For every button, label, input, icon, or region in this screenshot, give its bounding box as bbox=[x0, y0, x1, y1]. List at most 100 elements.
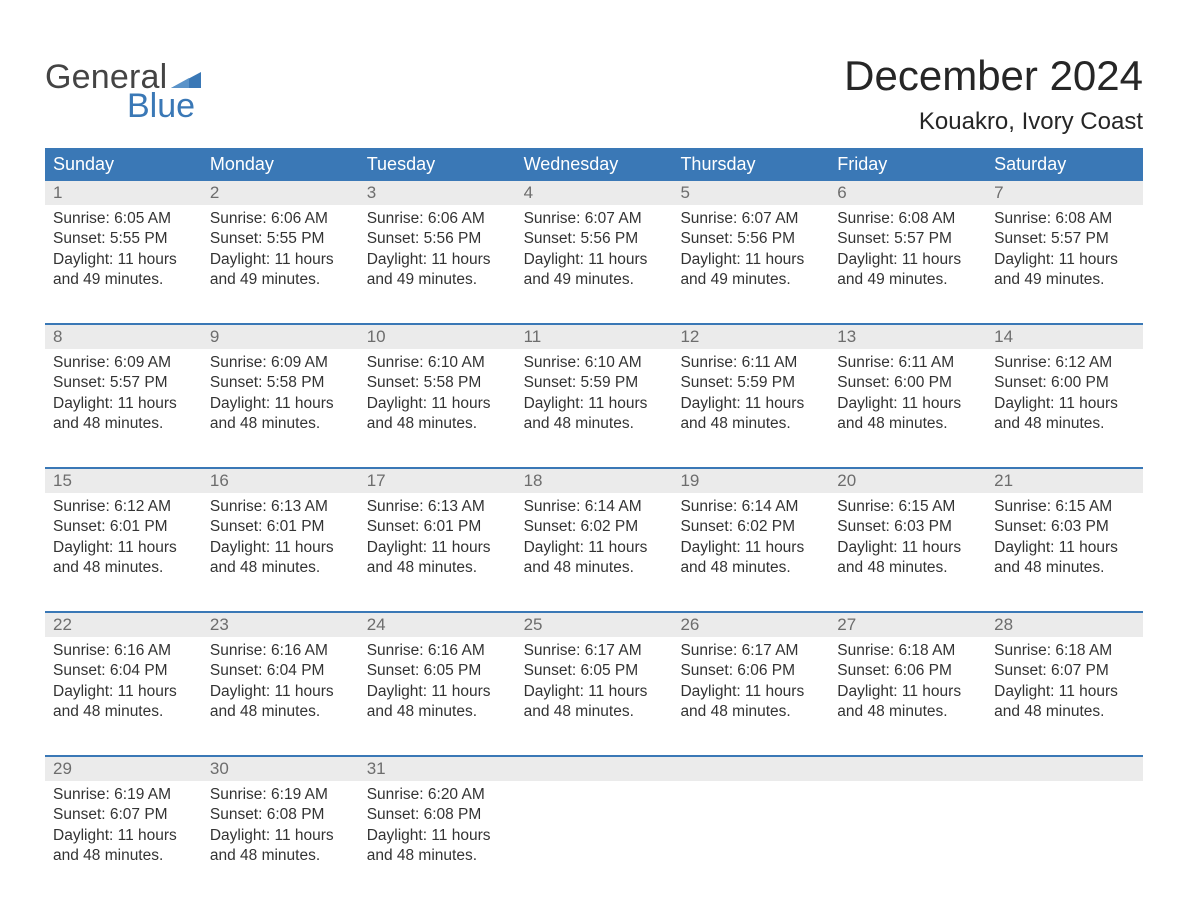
cell-body: Sunrise: 6:13 AMSunset: 6:01 PMDaylight:… bbox=[359, 493, 516, 579]
daylight-line: Daylight: 11 hours and 49 minutes. bbox=[994, 250, 1135, 291]
day-number: 22 bbox=[53, 615, 72, 634]
day-number-row: 22 bbox=[45, 613, 202, 637]
sunrise-line: Sunrise: 6:05 AM bbox=[53, 209, 194, 229]
sunrise-line: Sunrise: 6:11 AM bbox=[680, 353, 821, 373]
cell-body: Sunrise: 6:08 AMSunset: 5:57 PMDaylight:… bbox=[986, 205, 1143, 291]
sunset-line: Sunset: 5:58 PM bbox=[367, 373, 508, 393]
calendar: SundayMondayTuesdayWednesdayThursdayFrid… bbox=[45, 148, 1143, 883]
sunset-line: Sunset: 6:01 PM bbox=[367, 517, 508, 537]
cell-body: Sunrise: 6:10 AMSunset: 5:59 PMDaylight:… bbox=[516, 349, 673, 435]
daylight-line: Daylight: 11 hours and 48 minutes. bbox=[680, 682, 821, 723]
week-spacer bbox=[45, 451, 1143, 467]
logo-flag-icon bbox=[171, 66, 201, 88]
week-spacer bbox=[45, 595, 1143, 611]
sunrise-line: Sunrise: 6:09 AM bbox=[53, 353, 194, 373]
day-number-row: 1 bbox=[45, 181, 202, 205]
calendar-cell: 31Sunrise: 6:20 AMSunset: 6:08 PMDayligh… bbox=[359, 757, 516, 883]
daylight-line: Daylight: 11 hours and 48 minutes. bbox=[524, 394, 665, 435]
sunrise-line: Sunrise: 6:17 AM bbox=[524, 641, 665, 661]
day-number: 8 bbox=[53, 327, 62, 346]
day-number-row: 20 bbox=[829, 469, 986, 493]
sunset-line: Sunset: 5:56 PM bbox=[367, 229, 508, 249]
day-number-row: 29 bbox=[45, 757, 202, 781]
calendar-cell: 2Sunrise: 6:06 AMSunset: 5:55 PMDaylight… bbox=[202, 181, 359, 307]
day-number-row: 26 bbox=[672, 613, 829, 637]
sunrise-line: Sunrise: 6:20 AM bbox=[367, 785, 508, 805]
daylight-line: Daylight: 11 hours and 48 minutes. bbox=[524, 538, 665, 579]
day-number-row: . bbox=[516, 757, 673, 781]
cell-body: Sunrise: 6:08 AMSunset: 5:57 PMDaylight:… bbox=[829, 205, 986, 291]
sunrise-line: Sunrise: 6:15 AM bbox=[837, 497, 978, 517]
sunset-line: Sunset: 6:08 PM bbox=[367, 805, 508, 825]
day-number: 6 bbox=[837, 183, 846, 202]
weekday-header-cell: Monday bbox=[202, 148, 359, 181]
calendar-cell: 8 Sunrise: 6:09 AMSunset: 5:57 PMDaylight… bbox=[45, 325, 202, 451]
day-number: 27 bbox=[837, 615, 856, 634]
day-number-row: 6 bbox=[829, 181, 986, 205]
sunset-line: Sunset: 5:57 PM bbox=[994, 229, 1135, 249]
day-number-row: 10 bbox=[359, 325, 516, 349]
daylight-line: Daylight: 11 hours and 48 minutes. bbox=[680, 394, 821, 435]
day-number: 16 bbox=[210, 471, 229, 490]
day-number: 11 bbox=[524, 327, 542, 346]
day-number: 4 bbox=[524, 183, 533, 202]
sunrise-line: Sunrise: 6:10 AM bbox=[367, 353, 508, 373]
day-number-row: 30 bbox=[202, 757, 359, 781]
sunrise-line: Sunrise: 6:13 AM bbox=[210, 497, 351, 517]
sunset-line: Sunset: 6:03 PM bbox=[837, 517, 978, 537]
daylight-line: Daylight: 11 hours and 48 minutes. bbox=[210, 682, 351, 723]
cell-body: Sunrise: 6:05 AMSunset: 5:55 PMDaylight:… bbox=[45, 205, 202, 291]
day-number-row: 4 bbox=[516, 181, 673, 205]
sunrise-line: Sunrise: 6:14 AM bbox=[524, 497, 665, 517]
sunrise-line: Sunrise: 6:13 AM bbox=[367, 497, 508, 517]
day-number-row: 5 bbox=[672, 181, 829, 205]
calendar-cell: 24Sunrise: 6:16 AMSunset: 6:05 PMDayligh… bbox=[359, 613, 516, 739]
sunrise-line: Sunrise: 6:15 AM bbox=[994, 497, 1135, 517]
sunset-line: Sunset: 6:07 PM bbox=[994, 661, 1135, 681]
day-number-row: . bbox=[829, 757, 986, 781]
day-number-row: 9 bbox=[202, 325, 359, 349]
day-number: 30 bbox=[210, 759, 229, 778]
weekday-header-cell: Sunday bbox=[45, 148, 202, 181]
cell-body: Sunrise: 6:07 AMSunset: 5:56 PMDaylight:… bbox=[516, 205, 673, 291]
cell-body: Sunrise: 6:07 AMSunset: 5:56 PMDaylight:… bbox=[672, 205, 829, 291]
sunset-line: Sunset: 6:00 PM bbox=[837, 373, 978, 393]
day-number-row: 3 bbox=[359, 181, 516, 205]
calendar-cell: 23Sunrise: 6:16 AMSunset: 6:04 PMDayligh… bbox=[202, 613, 359, 739]
daylight-line: Daylight: 11 hours and 48 minutes. bbox=[837, 394, 978, 435]
cell-body: Sunrise: 6:09 AMSunset: 5:57 PMDaylight:… bbox=[45, 349, 202, 435]
cell-body: Sunrise: 6:20 AMSunset: 6:08 PMDaylight:… bbox=[359, 781, 516, 867]
calendar-cell: 19Sunrise: 6:14 AMSunset: 6:02 PMDayligh… bbox=[672, 469, 829, 595]
cell-body: Sunrise: 6:13 AMSunset: 6:01 PMDaylight:… bbox=[202, 493, 359, 579]
cell-body: Sunrise: 6:12 AMSunset: 6:00 PMDaylight:… bbox=[986, 349, 1143, 435]
day-number-row: 24 bbox=[359, 613, 516, 637]
day-number-row: 21 bbox=[986, 469, 1143, 493]
calendar-cell: 4 Sunrise: 6:07 AMSunset: 5:56 PMDaylight… bbox=[516, 181, 673, 307]
weekday-header-cell: Tuesday bbox=[359, 148, 516, 181]
daylight-line: Daylight: 11 hours and 48 minutes. bbox=[994, 682, 1135, 723]
daylight-line: Daylight: 11 hours and 48 minutes. bbox=[524, 682, 665, 723]
day-number: 3 bbox=[367, 183, 376, 202]
day-number: 12 bbox=[680, 327, 699, 346]
daylight-line: Daylight: 11 hours and 48 minutes. bbox=[837, 538, 978, 579]
sunset-line: Sunset: 6:02 PM bbox=[524, 517, 665, 537]
day-number-row: 19 bbox=[672, 469, 829, 493]
title-block: December 2024 Kouakro, Ivory Coast bbox=[844, 30, 1143, 136]
daylight-line: Daylight: 11 hours and 48 minutes. bbox=[680, 538, 821, 579]
sunset-line: Sunset: 5:55 PM bbox=[53, 229, 194, 249]
calendar-week: 29Sunrise: 6:19 AMSunset: 6:07 PMDayligh… bbox=[45, 755, 1143, 883]
daylight-line: Daylight: 11 hours and 49 minutes. bbox=[53, 250, 194, 291]
cell-body: Sunrise: 6:16 AMSunset: 6:04 PMDaylight:… bbox=[202, 637, 359, 723]
calendar-cell: 21Sunrise: 6:15 AMSunset: 6:03 PMDayligh… bbox=[986, 469, 1143, 595]
day-number-row: 27 bbox=[829, 613, 986, 637]
daylight-line: Daylight: 11 hours and 48 minutes. bbox=[210, 538, 351, 579]
sunrise-line: Sunrise: 6:07 AM bbox=[524, 209, 665, 229]
sunset-line: Sunset: 6:01 PM bbox=[210, 517, 351, 537]
sunrise-line: Sunrise: 6:06 AM bbox=[367, 209, 508, 229]
calendar-week: 1Sunrise: 6:05 AMSunset: 5:55 PMDaylight… bbox=[45, 181, 1143, 307]
location-label: Kouakro, Ivory Coast bbox=[844, 108, 1143, 136]
calendar-cell: 27Sunrise: 6:18 AMSunset: 6:06 PMDayligh… bbox=[829, 613, 986, 739]
cell-body: Sunrise: 6:16 AMSunset: 6:05 PMDaylight:… bbox=[359, 637, 516, 723]
sunrise-line: Sunrise: 6:11 AM bbox=[837, 353, 978, 373]
sunset-line: Sunset: 5:58 PM bbox=[210, 373, 351, 393]
